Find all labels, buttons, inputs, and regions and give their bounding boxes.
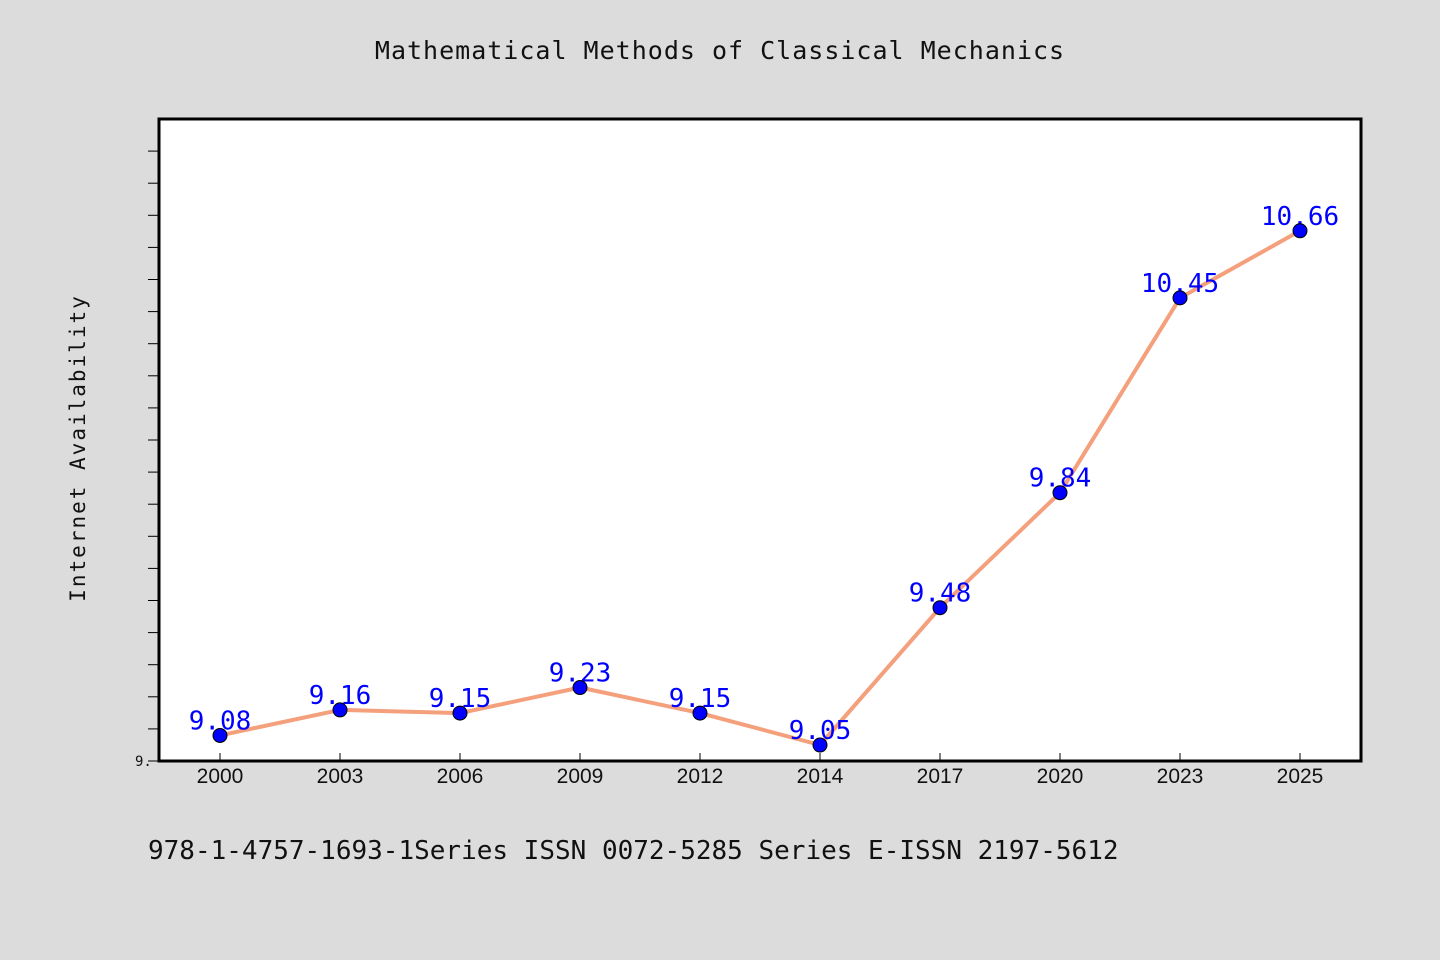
data-point (692, 705, 708, 721)
x-tick-label: 2009 (557, 765, 604, 788)
footer-isbn-text: 978-1-4757-1693-1Series ISSN 0072-5285 S… (148, 836, 1119, 866)
data-point (1292, 223, 1308, 239)
x-tick-label: 2014 (797, 765, 844, 788)
x-tick-label: 2000 (197, 765, 244, 788)
data-point (452, 705, 468, 721)
series-layer: 9.089.16 9.159.239.159.059.489.8410.4510.… (189, 202, 1339, 753)
x-tick-label: 2003 (317, 765, 364, 788)
y-axis-ticks: 9. (135, 150, 159, 770)
plot-area (157, 117, 1363, 763)
data-point (332, 702, 348, 718)
x-tick-label: 2017 (917, 765, 964, 788)
series-line (219, 229, 1301, 747)
data-point (212, 727, 228, 743)
data-point (1052, 485, 1068, 501)
data-point (1172, 290, 1188, 306)
x-tick-label: 2012 (677, 765, 724, 788)
x-tick-label: 2023 (1157, 765, 1204, 788)
x-axis-ticks: 2000 2003 2006 2009 2012 2014 2017 2020 2023 2025 (197, 753, 1324, 788)
x-tick-label: 2025 (1277, 765, 1324, 788)
y-tick-label: 9. (135, 754, 152, 770)
x-tick-label: 2006 (437, 765, 484, 788)
data-point (812, 737, 828, 753)
data-point (572, 680, 588, 696)
x-tick-label: 2020 (1037, 765, 1084, 788)
data-point (932, 600, 948, 616)
chart-title: Mathematical Methods of Classical Mechan… (374, 36, 1066, 65)
